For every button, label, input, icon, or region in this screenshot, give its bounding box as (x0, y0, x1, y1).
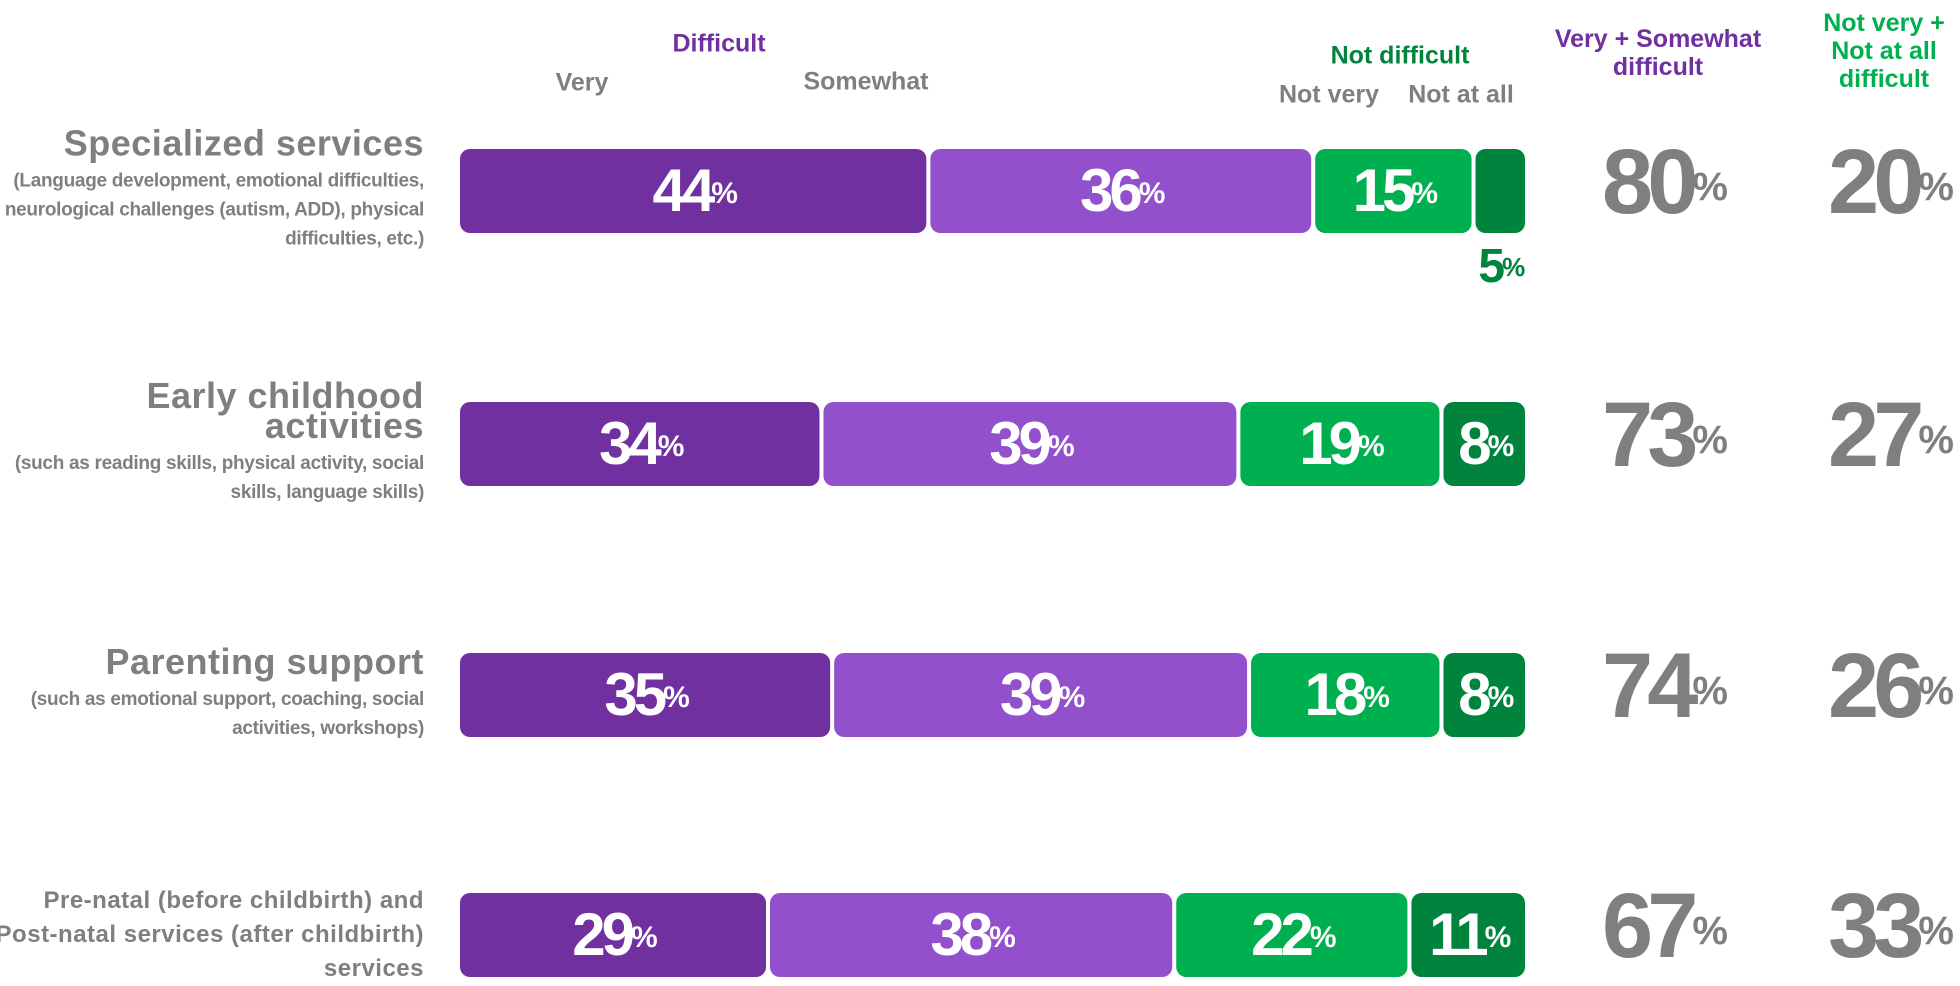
bar-segment (1240, 402, 1440, 486)
bar-segment (770, 893, 1173, 977)
category-title: Pre-natal (before childbirth) and Post-n… (0, 887, 424, 982)
group-header: Difficult (672, 29, 766, 58)
category-label: Parenting support (such as emotional supp… (0, 641, 425, 743)
category-title: Early childhood activities (146, 375, 424, 446)
value-label: 5% (1478, 240, 1525, 293)
total-value: 33% (1828, 875, 1953, 977)
bar-segment (930, 149, 1312, 233)
group-header: Not difficult (1330, 41, 1470, 70)
bar-segment (834, 653, 1248, 737)
category-note: (such as reading skills, physical activi… (14, 453, 424, 503)
bar-segment (1475, 149, 1525, 233)
value-label: 44% (652, 157, 737, 224)
total-header: Not very + Not at all difficult (1823, 9, 1945, 93)
bar-segment (460, 402, 820, 486)
total-value: 67% (1602, 875, 1727, 977)
bar-segment (460, 149, 927, 233)
bar-segment (460, 893, 767, 977)
series-header: Not at all (1408, 80, 1514, 109)
category-title: Parenting support (105, 641, 424, 682)
total-header: Very + Somewhat difficult (1554, 25, 1762, 81)
bar-segment (460, 653, 831, 737)
bar-segment (1315, 149, 1472, 233)
total-value: 27% (1828, 384, 1953, 486)
category-title: Specialized services (63, 122, 424, 164)
bar-segment (1411, 893, 1525, 977)
category-note: (such as emotional support, coaching, so… (30, 689, 425, 739)
series-header: Somewhat (803, 67, 929, 96)
value-label: 36% (1080, 157, 1165, 224)
value-label: 29% (572, 901, 657, 968)
bar-segment (1251, 653, 1440, 737)
bar-segment (823, 402, 1237, 486)
total-value: 80% (1602, 131, 1727, 233)
value-label: 39% (989, 410, 1074, 477)
series-header: Very (555, 68, 609, 97)
total-value: 74% (1602, 635, 1727, 737)
total-value: 73% (1602, 384, 1727, 486)
total-value: 20% (1828, 131, 1953, 233)
bar-segment (1443, 653, 1525, 737)
category-label: Specialized services (Language developmen… (0, 122, 424, 254)
bar-segment (1176, 893, 1408, 977)
series-header: Not very (1278, 80, 1380, 109)
category-note: (Language development, emotional difficu… (4, 170, 424, 250)
value-label: 22% (1251, 901, 1336, 968)
bar-segment (1443, 402, 1525, 486)
category-label: Early childhood activities (such as readi… (0, 375, 424, 507)
category-label: Pre-natal (before childbirth) and Post-n… (0, 884, 424, 986)
total-value: 26% (1828, 635, 1953, 737)
